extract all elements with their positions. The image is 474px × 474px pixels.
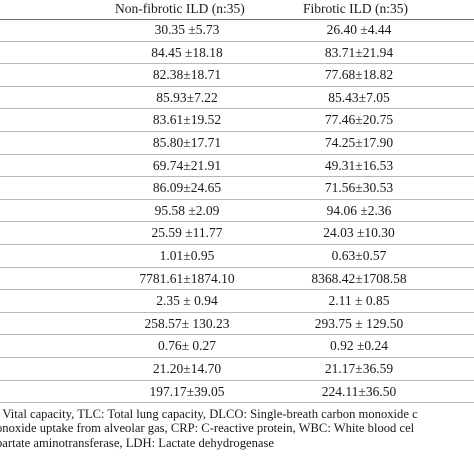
row-divider — [0, 85, 474, 87]
table-row: 258.57± 130.23 293.75 ± 129.50 — [0, 313, 474, 336]
row-divider — [0, 63, 474, 65]
cell-fibrotic: 77.46±20.75 — [324, 112, 394, 128]
cell-non-fibrotic: 25.59 ±11.77 — [151, 225, 223, 241]
cell-non-fibrotic: 258.57± 130.23 — [144, 315, 230, 331]
row-divider — [0, 334, 474, 336]
row-divider — [0, 266, 474, 268]
table-row: 86.09±24.65 71.56±30.53 — [0, 177, 474, 200]
table-header: Non-fibrotic ILD (n:35) Fibrotic ILD (n:… — [0, 0, 474, 19]
cell-fibrotic: 77.68±18.82 — [324, 67, 394, 83]
table-row: 30.35 ±5.73 26.40 ±4.44 — [0, 19, 474, 42]
cell-fibrotic: 83.71±21.94 — [324, 44, 394, 60]
cell-non-fibrotic: 83.61±19.52 — [152, 112, 222, 128]
cell-fibrotic: 74.25±17.90 — [324, 135, 394, 150]
footnote-line: : Vital capacity, TLC: Total lung capaci… — [0, 407, 418, 422]
cell-fibrotic: 0.63±0.57 — [331, 248, 387, 263]
cell-non-fibrotic: 86.09±24.65 — [152, 180, 222, 196]
cell-fibrotic: 224.11±36.50 — [321, 383, 397, 399]
row-divider — [0, 130, 474, 132]
table-row: 84.45 ±18.18 83.71±21.94 — [0, 42, 474, 65]
row-divider — [0, 198, 474, 200]
table-row: 2.35 ± 0.94 2.11 ± 0.85 — [0, 290, 474, 313]
header-rule — [0, 19, 474, 20]
row-divider — [0, 402, 474, 404]
table-row: 85.80±17.71 74.25±17.90 — [0, 132, 474, 155]
header-fibrotic: Fibrotic ILD (n:35) — [303, 1, 408, 16]
header-non-fibrotic: Non-fibrotic ILD (n:35) — [115, 1, 245, 16]
table-row: 82.38±18.71 77.68±18.82 — [0, 64, 474, 87]
row-divider — [0, 108, 474, 110]
table-row: 0.76± 0.27 0.92 ±0.24 — [0, 335, 474, 358]
cell-non-fibrotic: 85.80±17.71 — [152, 135, 222, 150]
cell-non-fibrotic: 197.17±39.05 — [149, 383, 225, 399]
cell-fibrotic: 2.11 ± 0.85 — [328, 293, 390, 309]
table-row: 95.58 ±2.09 94.06 ±2.36 — [0, 200, 474, 223]
table-row: 85.93±7.22 85.43±7.05 — [0, 87, 474, 110]
row-divider — [0, 243, 474, 245]
row-divider — [0, 40, 474, 42]
cell-non-fibrotic: 30.35 ±5.73 — [154, 22, 220, 37]
footnote-line: onoxide uptake from alveolar gas, CRP: C… — [0, 421, 415, 436]
row-divider — [0, 311, 474, 313]
cell-fibrotic: 0.92 ±0.24 — [329, 338, 389, 354]
cell-non-fibrotic: 7781.61±1874.10 — [139, 270, 235, 286]
cell-non-fibrotic: 95.58 ±2.09 — [154, 202, 220, 218]
row-divider — [0, 176, 474, 178]
cell-fibrotic: 71.56±30.53 — [324, 180, 394, 196]
cell-fibrotic: 21.17±36.59 — [324, 361, 394, 376]
row-divider — [0, 289, 474, 291]
row-divider — [0, 356, 474, 358]
cell-fibrotic: 293.75 ± 129.50 — [314, 315, 404, 331]
cell-non-fibrotic: 82.38±18.71 — [152, 67, 222, 83]
row-divider — [0, 153, 474, 155]
table-row: 7781.61±1874.10 8368.42±1708.58 — [0, 268, 474, 291]
cell-non-fibrotic: 69.74±21.91 — [152, 157, 222, 173]
cell-non-fibrotic: 1.01±0.95 — [159, 248, 215, 263]
cell-non-fibrotic: 2.35 ± 0.94 — [156, 293, 218, 309]
table-footnote: : Vital capacity, TLC: Total lung capaci… — [0, 407, 474, 450]
cell-fibrotic: 85.43±7.05 — [328, 89, 390, 105]
row-divider — [0, 221, 474, 223]
cell-fibrotic: 49.31±16.53 — [324, 157, 394, 173]
table-row: 69.74±21.91 49.31±16.53 — [0, 155, 474, 178]
table-row: 21.20±14.70 21.17±36.59 — [0, 358, 474, 381]
cell-non-fibrotic: 84.45 ±18.18 — [151, 44, 223, 60]
cell-fibrotic: 94.06 ±2.36 — [326, 202, 392, 218]
cell-fibrotic: 24.03 ±10.30 — [323, 225, 395, 241]
cell-non-fibrotic: 21.20±14.70 — [152, 361, 222, 376]
table-row: 1.01±0.95 0.63±0.57 — [0, 245, 474, 268]
footnote-line: partate aminotransferase, LDH: Lactate d… — [0, 435, 274, 450]
table-row: 25.59 ±11.77 24.03 ±10.30 — [0, 222, 474, 245]
table-row: 197.17±39.05 224.11±36.50 — [0, 381, 474, 404]
table-row: 83.61±19.52 77.46±20.75 — [0, 109, 474, 132]
row-divider — [0, 379, 474, 381]
cell-fibrotic: 26.40 ±4.44 — [326, 22, 392, 37]
cell-non-fibrotic: 0.76± 0.27 — [157, 338, 217, 354]
cell-fibrotic: 8368.42±1708.58 — [311, 270, 407, 286]
cell-non-fibrotic: 85.93±7.22 — [156, 89, 218, 105]
